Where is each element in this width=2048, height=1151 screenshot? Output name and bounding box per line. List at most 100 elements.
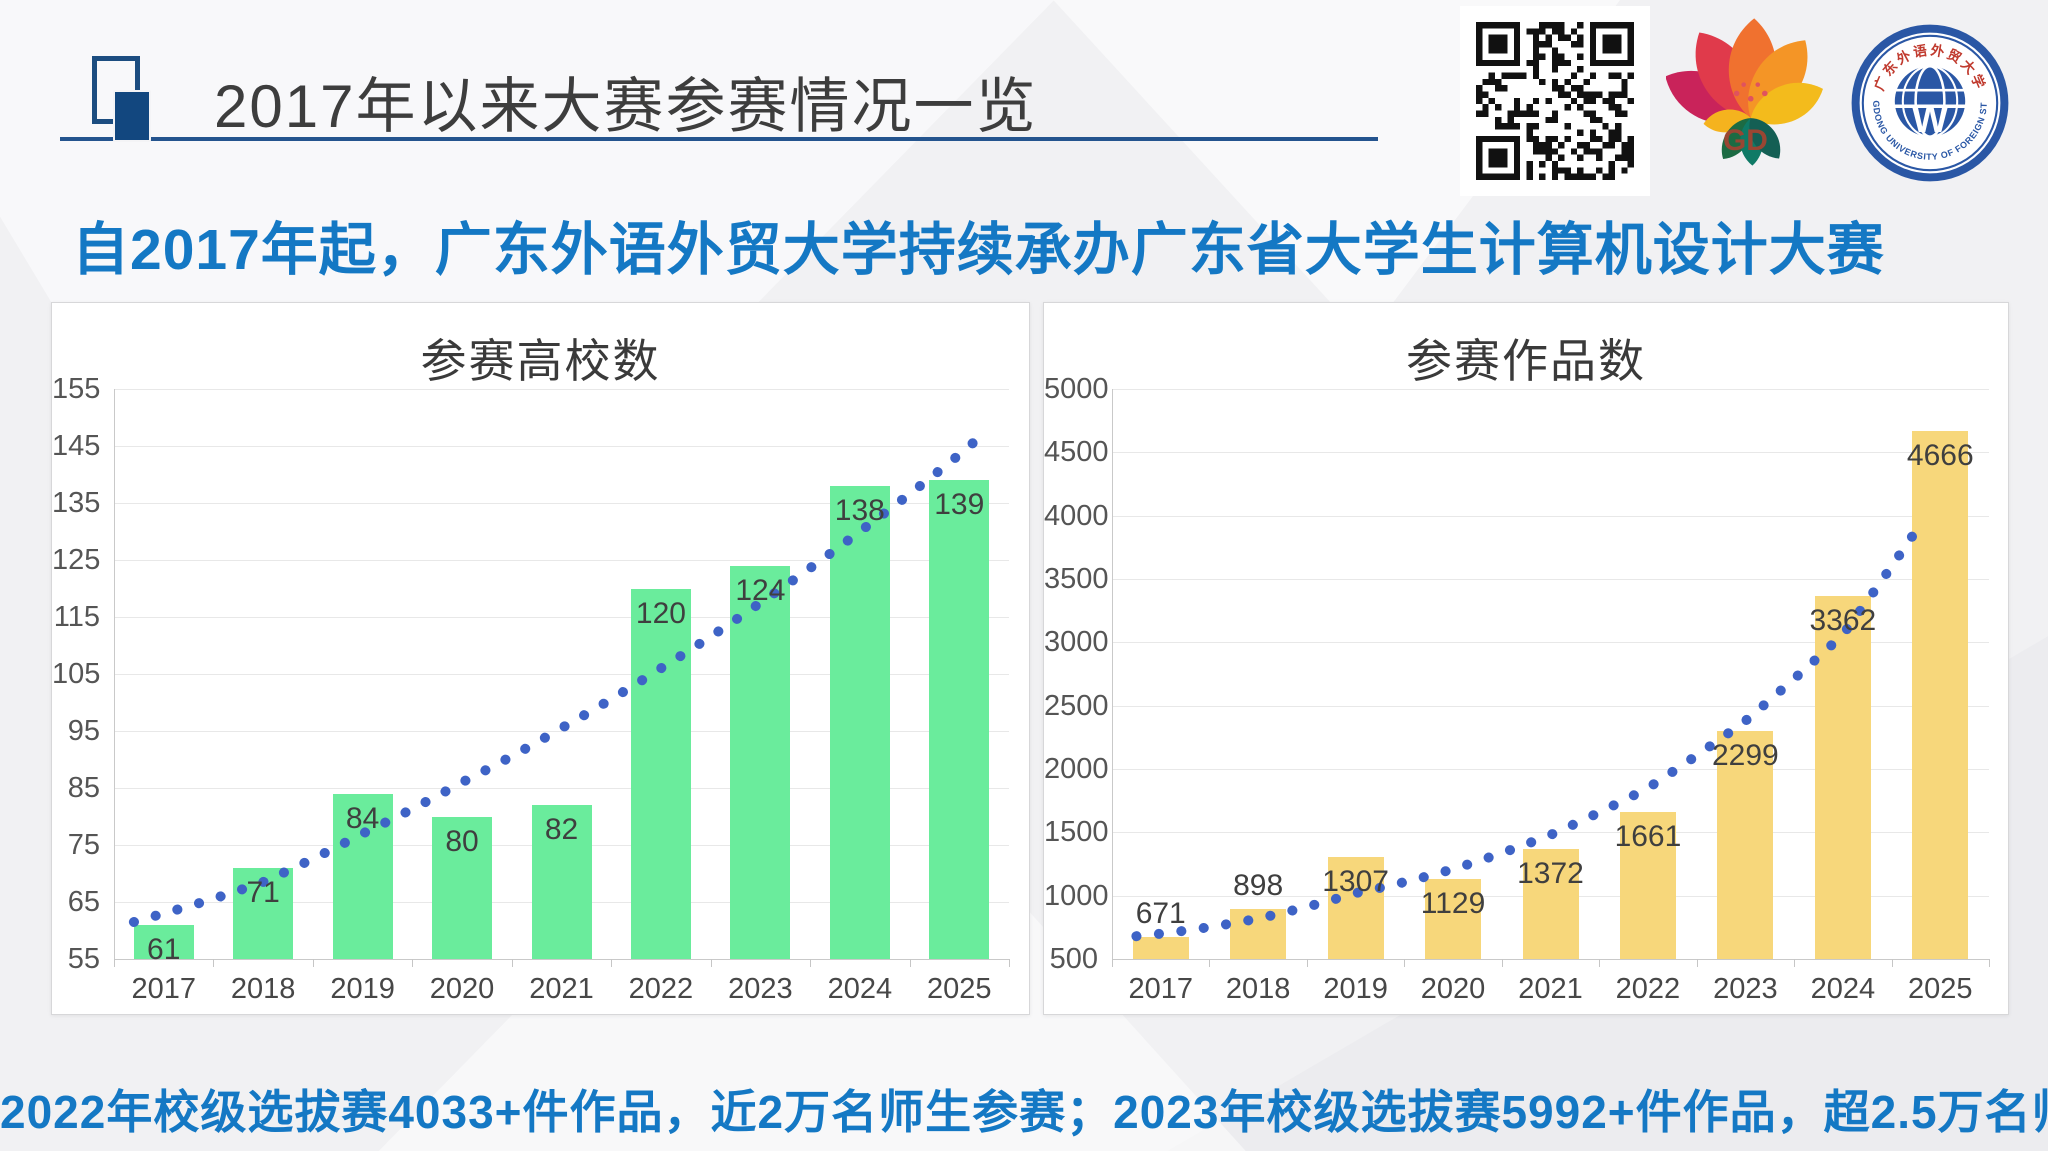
bar-value-label: 139 <box>934 488 985 522</box>
y-tick-label: 3500 <box>1044 563 1109 595</box>
x-axis-tick <box>1696 959 1698 967</box>
y-tick-label: 1000 <box>1044 879 1109 912</box>
x-tick-label: 2019 <box>330 973 395 1005</box>
y-tick-label: 65 <box>67 886 100 918</box>
x-axis-tick <box>412 959 414 967</box>
flower-logo-gd-text: GD <box>1723 124 1768 157</box>
y-tick-label: 155 <box>52 373 101 405</box>
x-axis-tick <box>710 959 712 967</box>
x-axis-tick <box>312 959 314 967</box>
x-tick-label: 2025 <box>927 973 992 1005</box>
footer-note: 2022年校级选拔赛4033+件作品，近2万名师生参赛；2023年校级选拔赛59… <box>0 1086 2048 1138</box>
gridline <box>1112 959 1989 960</box>
x-tick-label: 2020 <box>1420 973 1486 1005</box>
x-tick-label: 2021 <box>1518 973 1583 1005</box>
x-tick-label: 2020 <box>429 973 495 1005</box>
bar <box>133 924 194 959</box>
university-seal-icon: 广东外语外贸大学 W GUANGDONG UNIVERSITY OF FOREI… <box>1850 15 2009 182</box>
chart-panel-entries: 参赛作品数 500 1000 1500 2000 2500 3000 3500 4000 4500… <box>1043 302 2009 1015</box>
x-axis-tick <box>213 959 215 967</box>
y-tick-label: 85 <box>67 772 100 804</box>
y-tick-label: 95 <box>67 715 100 747</box>
x-tick-label: 2023 <box>1713 973 1778 1005</box>
x-axis-tick <box>114 959 115 967</box>
page-title: 2017年以来大赛参赛情况一览 <box>214 73 1038 140</box>
y-tick-label: 115 <box>53 601 100 633</box>
chart-title: 参赛作品数 <box>1406 335 1646 387</box>
competition-flower-logo-icon: GD <box>1666 18 1823 166</box>
gridline <box>1112 579 1989 580</box>
x-axis-tick <box>511 959 513 967</box>
x-tick-label: 2023 <box>728 973 793 1005</box>
x-tick-label: 2022 <box>1615 973 1681 1005</box>
bar-value-label: 82 <box>544 813 579 847</box>
x-tick-label: 2018 <box>1225 973 1291 1005</box>
bar <box>929 480 990 959</box>
y-tick-label: 75 <box>67 829 100 861</box>
chart-panel-universities: 参赛高校数 55 65 75 85 95 105 115 125 135 145 155 61 2017 7… <box>51 302 1030 1015</box>
y-axis-line <box>1112 389 1113 959</box>
x-axis-tick <box>1794 959 1796 967</box>
gridline <box>114 389 1009 390</box>
bar <box>829 485 890 959</box>
x-tick-label: 2021 <box>529 973 594 1005</box>
x-tick-label: 2024 <box>1810 973 1876 1005</box>
chart-title: 参赛高校数 <box>420 335 661 387</box>
y-tick-label: 55 <box>67 943 100 975</box>
svg-text:W: W <box>1912 98 1949 141</box>
y-tick-label: 105 <box>52 658 101 690</box>
gridline <box>114 446 1009 447</box>
seal-globe: W <box>1894 64 1966 141</box>
gridline <box>114 959 1009 960</box>
y-tick-label: 3000 <box>1044 626 1109 659</box>
y-tick-label: 4000 <box>1044 499 1109 532</box>
x-axis-tick <box>909 959 911 967</box>
bar <box>1132 937 1189 959</box>
bar <box>1814 596 1871 959</box>
y-tick-label: 2500 <box>1044 689 1109 722</box>
bar-value-label: 4666 <box>1906 439 1974 473</box>
y-tick-label: 500 <box>1049 943 1098 975</box>
x-axis-tick <box>1404 959 1406 967</box>
x-axis-tick <box>611 959 613 967</box>
x-axis-tick <box>810 959 812 967</box>
bar-value-label: 61 <box>147 932 181 966</box>
bar-value-label: 1661 <box>1614 819 1682 853</box>
bar <box>730 565 791 959</box>
gridline <box>1112 452 1989 454</box>
bar-value-label: 124 <box>735 573 786 607</box>
gridline <box>1112 515 1989 517</box>
x-axis-tick <box>1891 959 1893 967</box>
bar-value-label: 71 <box>246 875 280 909</box>
x-tick-label: 2017 <box>131 973 196 1005</box>
x-axis-tick <box>1009 959 1010 967</box>
bar-value-label: 1372 <box>1517 856 1584 890</box>
bar-value-label: 1129 <box>1420 887 1486 921</box>
bar-value-label: 2299 <box>1712 739 1779 773</box>
gridline <box>1112 389 1989 390</box>
x-axis-tick <box>1989 959 1990 967</box>
bar <box>1912 431 1969 959</box>
x-axis-tick <box>1306 959 1308 967</box>
y-tick-label: 135 <box>52 487 101 519</box>
y-axis-line <box>114 389 115 959</box>
title-bullet-icon-fill <box>113 90 151 142</box>
title-underline <box>60 137 1378 141</box>
x-axis-tick <box>1599 959 1601 967</box>
x-tick-label: 2024 <box>827 973 893 1005</box>
y-tick-label: 145 <box>52 430 101 462</box>
y-tick-label: 5000 <box>1044 373 1109 405</box>
y-tick-label: 125 <box>52 544 101 576</box>
qr-code-box <box>1460 6 1650 196</box>
y-tick-label: 4500 <box>1044 436 1109 469</box>
bar <box>630 588 691 959</box>
subtitle-text: 自2017年起，广东外语外贸大学持续承办广东省大学生计算机设计大赛 <box>72 218 1885 282</box>
y-tick-label: 2000 <box>1044 753 1109 785</box>
x-axis-tick <box>1112 959 1113 967</box>
x-tick-label: 2018 <box>230 973 296 1005</box>
x-axis-tick <box>1501 959 1503 967</box>
x-tick-label: 2019 <box>1323 973 1388 1005</box>
bar-value-label: 3362 <box>1809 604 1877 638</box>
x-axis-tick <box>1209 959 1211 967</box>
